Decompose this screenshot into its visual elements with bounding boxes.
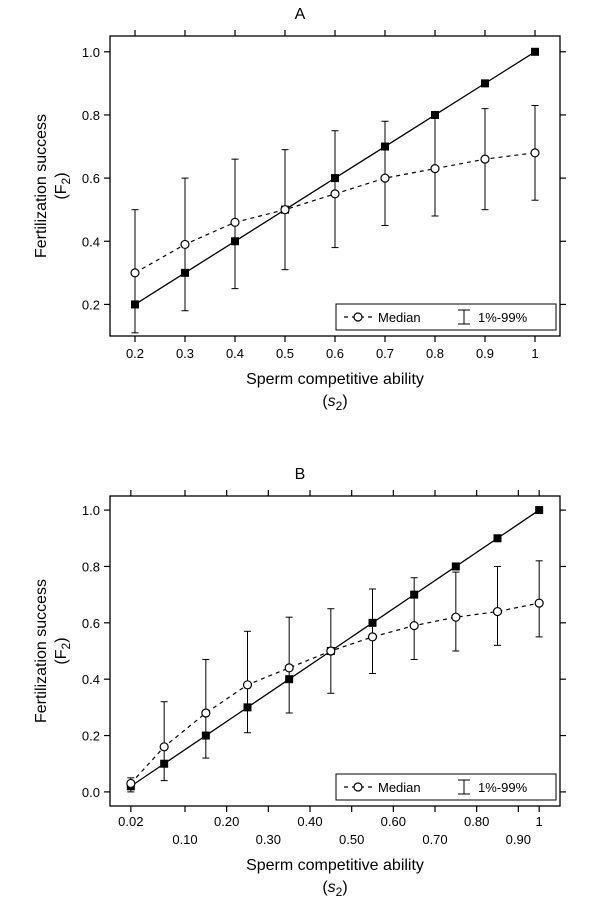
panel-a-chart: 0.2 0.4 0.6 0.8 1.0 0.2 0.3 0.4 0.5 0.6 0.7 0.8 0.9 1… bbox=[0, 26, 600, 456]
svg-text:0.4: 0.4 bbox=[82, 234, 100, 249]
svg-text:(s2): (s2) bbox=[322, 879, 347, 899]
svg-text:0.10: 0.10 bbox=[172, 832, 197, 847]
svg-text:0.50: 0.50 bbox=[339, 832, 364, 847]
panel-b-wrap: B 0.0 0.2 0.4 0.6 0.8 1.0 0.02 0.10 0.20 0.30 0.40… bbox=[0, 460, 600, 924]
svg-text:1.0: 1.0 bbox=[82, 45, 100, 60]
svg-text:0.8: 0.8 bbox=[426, 346, 444, 361]
panel-b-title: B bbox=[0, 460, 600, 486]
svg-text:Median: Median bbox=[378, 780, 421, 795]
svg-text:(F2): (F2) bbox=[53, 172, 73, 199]
svg-text:0.0: 0.0 bbox=[82, 785, 100, 800]
svg-text:0.20: 0.20 bbox=[214, 814, 239, 829]
svg-text:0.6: 0.6 bbox=[82, 171, 100, 186]
svg-text:0.3: 0.3 bbox=[176, 346, 194, 361]
svg-text:0.2: 0.2 bbox=[82, 297, 100, 312]
svg-text:0.90: 0.90 bbox=[506, 832, 531, 847]
svg-text:1: 1 bbox=[531, 346, 538, 361]
svg-text:0.6: 0.6 bbox=[82, 616, 100, 631]
svg-text:0.4: 0.4 bbox=[226, 346, 244, 361]
svg-text:0.7: 0.7 bbox=[376, 346, 394, 361]
svg-text:0.8: 0.8 bbox=[82, 108, 100, 123]
figure-page: A 0.20.40.60.81.00.20.30.40.50.60.70.80.… bbox=[0, 0, 600, 924]
svg-text:(F2): (F2) bbox=[53, 637, 73, 664]
svg-text:0.60: 0.60 bbox=[381, 814, 406, 829]
svg-text:Median: Median bbox=[378, 310, 421, 325]
svg-text:0.30: 0.30 bbox=[256, 832, 281, 847]
svg-text:0.02: 0.02 bbox=[118, 814, 143, 829]
svg-text:0.9: 0.9 bbox=[476, 346, 494, 361]
panel-b-chart: 0.0 0.2 0.4 0.6 0.8 1.0 0.02 0.10 0.20 0.30 0.40 0.… bbox=[0, 486, 600, 916]
svg-text:0.40: 0.40 bbox=[297, 814, 322, 829]
panel-a-title: A bbox=[0, 0, 600, 26]
svg-text:0.4: 0.4 bbox=[82, 672, 100, 687]
svg-text:1.0: 1.0 bbox=[82, 503, 100, 518]
svg-text:Fertilization success: Fertilization success bbox=[33, 114, 50, 258]
svg-text:1%-99%: 1%-99% bbox=[478, 780, 528, 795]
svg-text:0.2: 0.2 bbox=[126, 346, 144, 361]
svg-text:0.70: 0.70 bbox=[422, 832, 447, 847]
svg-text:0.5: 0.5 bbox=[276, 346, 294, 361]
svg-text:Sperm competitive ability: Sperm competitive ability bbox=[246, 857, 424, 874]
svg-text:Fertilization success: Fertilization success bbox=[33, 579, 50, 723]
svg-text:(s2): (s2) bbox=[322, 393, 347, 413]
svg-text:0.80: 0.80 bbox=[464, 814, 489, 829]
panel-a-wrap: A 0.20.40.60.81.00.20.30.40.50.60.70.80.… bbox=[0, 0, 600, 460]
svg-text:0.6: 0.6 bbox=[326, 346, 344, 361]
svg-text:1%-99%: 1%-99% bbox=[478, 310, 528, 325]
svg-text:0.2: 0.2 bbox=[82, 729, 100, 744]
svg-text:1: 1 bbox=[536, 814, 543, 829]
svg-text:Sperm competitive ability: Sperm competitive ability bbox=[246, 371, 424, 388]
svg-text:0.8: 0.8 bbox=[82, 559, 100, 574]
